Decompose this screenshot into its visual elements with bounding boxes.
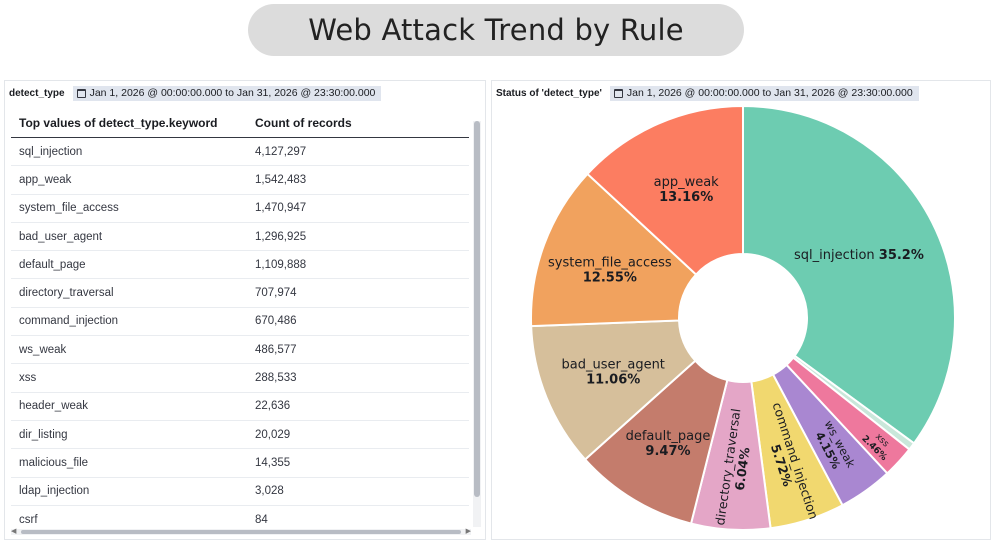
data-table-container: Top values of detect_type.keyword Count …	[11, 109, 473, 529]
cell-count: 1,470,947	[247, 194, 469, 223]
page-title: Web Attack Trend by Rule	[248, 4, 744, 56]
panel-name: Status of 'detect_type'	[496, 87, 602, 99]
table-row[interactable]: app_weak 1,542,483	[11, 165, 469, 195]
table-row[interactable]: ldap_injection 3,028	[11, 477, 469, 506]
pie-panel-header: Status of 'detect_type' Jan 1, 2026 @ 00…	[496, 85, 919, 101]
pie-panel: Status of 'detect_type' Jan 1, 2026 @ 00…	[491, 80, 991, 540]
time-range-text: Jan 1, 2026 @ 00:00:00.000 to Jan 31, 20…	[89, 87, 376, 99]
slice-label-percent: 13.16%	[659, 190, 713, 205]
cell-detect-type: app_weak	[11, 165, 247, 195]
cell-detect-type: directory_traversal	[11, 278, 247, 308]
table-row[interactable]: directory_traversal 707,974	[11, 278, 469, 308]
cell-detect-type: malicious_file	[11, 448, 247, 478]
pie-slice-bad_user_agent[interactable]	[530, 319, 697, 461]
cell-count: 14,355	[247, 448, 469, 478]
slice-label-percent: 11.06%	[586, 373, 640, 388]
vertical-scrollbar[interactable]	[473, 121, 481, 527]
cell-count: 670,486	[247, 307, 469, 337]
cell-count: 22,636	[247, 392, 469, 421]
cell-detect-type: ldap_injection	[11, 477, 247, 506]
table-panel: detect_type Jan 1, 2026 @ 00:00:00.000 t…	[4, 80, 486, 540]
scroll-right-icon[interactable]: ▶	[465, 528, 471, 535]
cell-detect-type: header_weak	[11, 392, 247, 421]
cell-count: 1,542,483	[247, 165, 469, 195]
donut-chart: sql_injection 35.2%xss2.46%ws_weak4.15%c…	[530, 104, 956, 531]
slice-label-percent: 9.47%	[645, 444, 690, 459]
slice-label-group: sql_injection 35.2%	[794, 248, 924, 263]
horizontal-scrollbar[interactable]: ◀ ▶	[11, 528, 471, 535]
table-row[interactable]: csrf 84	[11, 505, 469, 529]
cell-detect-type: dir_listing	[11, 420, 247, 450]
slice-label-name: default_page	[626, 429, 711, 444]
cell-detect-type: ws_weak	[11, 335, 247, 365]
cell-count: 288,533	[247, 363, 469, 393]
pie-slice-app_weak[interactable]	[586, 104, 744, 276]
cell-count: 3,028	[247, 477, 469, 506]
table-row[interactable]: command_injection 670,486	[11, 307, 469, 337]
cell-detect-type: command_injection	[11, 307, 247, 337]
cell-detect-type: xss	[11, 363, 247, 393]
table-row[interactable]: xss 288,533	[11, 363, 469, 393]
slice-label-name: app_weak	[654, 175, 720, 190]
table-row[interactable]: ws_weak 486,577	[11, 335, 469, 365]
slice-label-percent: 6.04%	[732, 446, 753, 492]
pie-slice-default_page[interactable]	[583, 359, 729, 525]
cell-count: 20,029	[247, 420, 469, 450]
calendar-icon	[76, 88, 86, 98]
table-row[interactable]: dir_listing 20,029	[11, 420, 469, 450]
time-range-badge[interactable]: Jan 1, 2026 @ 00:00:00.000 to Jan 31, 20…	[72, 85, 382, 101]
cell-count: 486,577	[247, 335, 469, 365]
slice-label-name: bad_user_agent	[562, 358, 665, 373]
cell-detect-type: csrf	[11, 505, 247, 529]
table-row[interactable]: sql_injection 4,127,297	[11, 137, 469, 167]
cell-count: 1,296,925	[247, 222, 469, 252]
table-header-row: Top values of detect_type.keyword Count …	[11, 109, 469, 138]
cell-count: 4,127,297	[247, 137, 469, 167]
data-table: Top values of detect_type.keyword Count …	[11, 109, 469, 529]
pie-slice-system_file_access[interactable]	[530, 172, 698, 328]
horizontal-scrollbar-thumb[interactable]	[21, 530, 461, 534]
cell-detect-type: bad_user_agent	[11, 222, 247, 252]
cell-detect-type: system_file_access	[11, 194, 247, 223]
table-panel-header: detect_type Jan 1, 2026 @ 00:00:00.000 t…	[9, 85, 382, 101]
calendar-icon	[613, 88, 623, 98]
time-range-badge[interactable]: Jan 1, 2026 @ 00:00:00.000 to Jan 31, 20…	[609, 85, 919, 101]
column-header-count[interactable]: Count of records	[247, 109, 469, 138]
cell-count: 1,109,888	[247, 250, 469, 280]
scroll-left-icon[interactable]: ◀	[11, 528, 17, 535]
slice-label-name: system_file_access	[548, 256, 672, 271]
table-row[interactable]: malicious_file 14,355	[11, 448, 469, 478]
time-range-text: Jan 1, 2026 @ 00:00:00.000 to Jan 31, 20…	[626, 87, 913, 99]
table-row[interactable]: system_file_access 1,470,947	[11, 194, 469, 223]
table-row[interactable]: header_weak 22,636	[11, 392, 469, 421]
vertical-scrollbar-thumb[interactable]	[474, 121, 480, 497]
table-row[interactable]: default_page 1,109,888	[11, 250, 469, 280]
cell-detect-type: sql_injection	[11, 137, 247, 167]
panel-name: detect_type	[9, 87, 65, 99]
pie-slice-sql_injection[interactable]	[742, 104, 956, 445]
slice-label-sql-injection: sql_injection 35.2%	[794, 248, 924, 263]
cell-count: 84	[247, 505, 469, 529]
column-header-values[interactable]: Top values of detect_type.keyword	[11, 109, 247, 138]
cell-detect-type: default_page	[11, 250, 247, 280]
slice-label-percent: 12.55%	[583, 271, 637, 286]
table-row[interactable]: bad_user_agent 1,296,925	[11, 222, 469, 252]
cell-count: 707,974	[247, 278, 469, 308]
